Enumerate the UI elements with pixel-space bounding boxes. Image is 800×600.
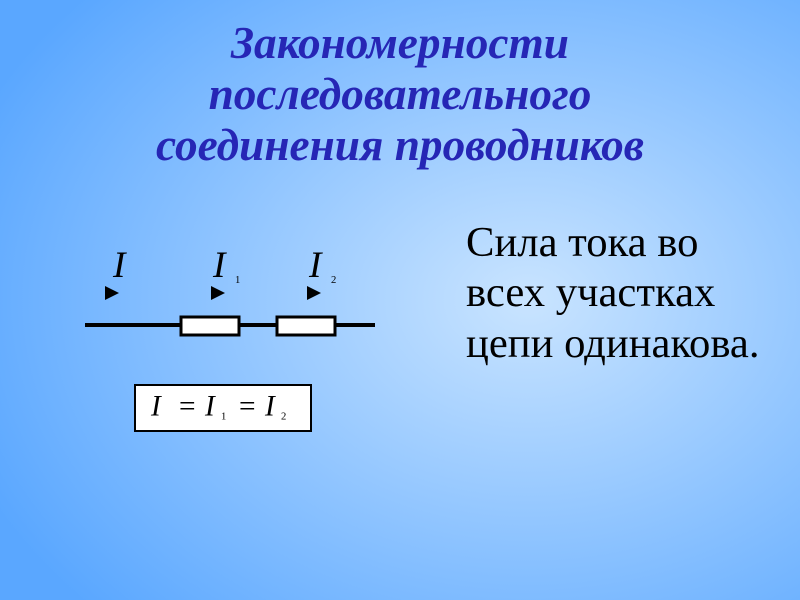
content-layer: Закономерности последовательного соедине… bbox=[0, 0, 800, 600]
formula-token: I bbox=[204, 390, 216, 422]
subscript: 1 bbox=[235, 275, 240, 286]
arrow-icon bbox=[211, 286, 225, 300]
arrow-icon bbox=[307, 286, 321, 300]
formula-box: I=I1=I2 bbox=[135, 385, 311, 431]
resistor-1 bbox=[181, 317, 239, 335]
circuit-svg: II1I2 I=I1=I2 bbox=[85, 245, 415, 495]
formula-frame bbox=[135, 385, 311, 431]
page-title-line-3: соединения проводников bbox=[0, 120, 800, 171]
body-text: Сила тока во всех участках цепи одинаков… bbox=[466, 218, 776, 369]
current-label: I bbox=[308, 245, 323, 286]
formula-subscript: 1 bbox=[221, 411, 226, 422]
current-label: I bbox=[112, 245, 127, 286]
resistor-2 bbox=[277, 317, 335, 335]
formula-token: = bbox=[239, 390, 256, 422]
current-labels: II1I2 bbox=[112, 245, 336, 286]
slide-root: Закономерности последовательного соедине… bbox=[0, 0, 800, 600]
circuit-diagram: II1I2 I=I1=I2 bbox=[85, 245, 415, 495]
formula-token: I bbox=[264, 390, 276, 422]
page-title-line-1: Закономерности bbox=[0, 18, 800, 69]
arrow-icon bbox=[105, 286, 119, 300]
page-title: Закономерности последовательного соедине… bbox=[0, 18, 800, 170]
formula-token: = bbox=[179, 390, 196, 422]
current-label: I bbox=[212, 245, 227, 286]
formula-subscript: 2 bbox=[281, 411, 286, 422]
subscript: 2 bbox=[331, 275, 336, 286]
formula-token: I bbox=[150, 390, 162, 422]
page-title-line-2: последовательного bbox=[0, 69, 800, 120]
current-arrows bbox=[105, 286, 321, 300]
